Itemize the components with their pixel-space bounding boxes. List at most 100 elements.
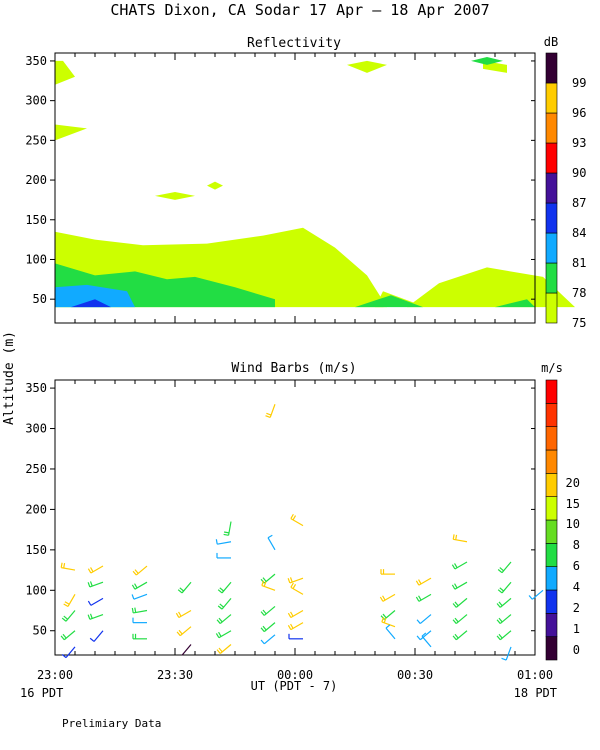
wind-barb — [380, 569, 395, 575]
reflectivity-region-75 — [55, 124, 87, 141]
wind-barb — [60, 562, 76, 571]
wind-colorbar-label: 10 — [566, 517, 580, 531]
wind-xtick-label: 00:30 — [397, 668, 433, 682]
reflectivity-region-78 — [495, 299, 535, 308]
wind-barb — [217, 597, 232, 610]
wind-barb — [416, 614, 432, 625]
wind-colorbar-label: 2 — [573, 601, 580, 615]
wind-colorbar-label: 15 — [566, 497, 580, 511]
wind-colorbar-swatch — [545, 473, 558, 497]
reflectivity-region-78 — [355, 295, 423, 308]
reflectivity-ytick-label: 200 — [25, 173, 47, 187]
wind-barb — [132, 633, 147, 640]
wind-barb — [61, 610, 76, 622]
reflectivity-axes: 50 100 150 200 250 300 350 — [25, 53, 536, 323]
wind-barb — [288, 633, 303, 640]
wind-barb — [223, 521, 232, 536]
wind-barb — [132, 565, 148, 576]
wind-barb — [451, 581, 468, 590]
wind-barb — [260, 573, 276, 584]
reflectivity-ytick-label: 100 — [25, 252, 47, 266]
wind-barb — [181, 644, 192, 656]
reflectivity-colorbar-swatch — [545, 202, 558, 234]
reflectivity-colorbar-swatch — [545, 232, 558, 264]
wind-barb — [287, 577, 304, 584]
reflectivity-ytick-label: 350 — [25, 54, 47, 68]
reflectivity-region-75 — [55, 60, 75, 85]
wind-colorbar-swatch — [545, 379, 558, 404]
wind-barb — [501, 646, 512, 661]
reflectivity-colorbar-label: 75 — [572, 316, 586, 330]
reflectivity-colorbar-swatch — [545, 112, 558, 144]
reflectivity-contours — [55, 57, 575, 308]
wind-barb — [267, 534, 276, 551]
reflectivity-region-84 — [71, 299, 111, 308]
wind-colorbar-swatch — [545, 496, 558, 521]
wind-barbs — [60, 404, 544, 661]
wind-colorbar-label: 6 — [573, 559, 580, 573]
wind-colorbar-label: 20 — [566, 476, 580, 490]
reflectivity-region-75 — [155, 192, 195, 200]
wind-barb — [287, 622, 304, 631]
wind-barb — [87, 581, 104, 588]
reflectivity-ytick-label: 300 — [25, 94, 47, 108]
wind-barb — [496, 597, 512, 608]
wind-colorbar-swatch — [545, 613, 558, 637]
reflectivity-colorbar-label: 81 — [572, 256, 586, 270]
wind-xtick-label: 23:30 — [157, 668, 193, 682]
wind-barb — [451, 561, 468, 570]
wind-colorbar-label: 1 — [573, 622, 580, 636]
reflectivity-colorbar-label: 78 — [572, 286, 586, 300]
wind-colorbar-swatch — [545, 426, 558, 451]
wind-barb — [131, 581, 148, 590]
reflectivity-title: Reflectivity — [247, 36, 341, 51]
wind-colorbar-unit: m/s — [541, 361, 563, 375]
wind-barb — [177, 581, 192, 594]
wind-barb — [260, 634, 276, 645]
wind-barb — [217, 581, 232, 594]
wind-colorbar: 0 1 2 4 6 8 10 15 20 — [545, 379, 580, 661]
wind-xtick-label: 00:00 — [277, 668, 313, 682]
reflectivity-region-75 — [55, 247, 75, 254]
reflectivity-colorbar-label: 87 — [572, 196, 586, 210]
wind-barb — [131, 607, 148, 614]
wind-barb — [380, 610, 396, 620]
wind-barb — [381, 616, 396, 628]
wind-barb — [215, 539, 232, 545]
wind-colorbar-label: 4 — [573, 580, 580, 594]
wind-barb — [496, 630, 512, 641]
wind-barb — [175, 609, 192, 619]
wind-colorbar-swatch — [545, 449, 558, 474]
wind-barb — [260, 622, 276, 633]
reflectivity-region-75 — [347, 60, 387, 73]
wind-colorbar-swatch — [545, 519, 558, 544]
wind-colorbar-label: 8 — [573, 538, 580, 552]
wind-colorbar-swatch — [545, 589, 558, 614]
reflectivity-colorbar: 75 78 81 84 87 90 93 96 99 — [545, 52, 586, 330]
reflectivity-colorbar-swatch — [545, 262, 558, 294]
wind-barb — [452, 597, 468, 608]
y-axis-label: Altitude (m) — [2, 331, 17, 425]
reflectivity-ytick-label: 50 — [33, 292, 47, 306]
wind-colorbar-swatch — [545, 403, 558, 427]
reflectivity-region-75 — [407, 267, 575, 308]
reflectivity-colorbar-swatch — [545, 172, 558, 204]
wind-barb — [415, 593, 432, 602]
wind-barb — [385, 624, 396, 640]
wind-barb — [60, 630, 76, 641]
reflectivity-region-78 — [471, 57, 503, 65]
wind-ytick-label: 50 — [33, 624, 47, 638]
reflectivity-colorbar-label: 96 — [572, 106, 586, 120]
wind-barb — [379, 593, 396, 602]
x-axis-label: UT (PDT - 7) — [251, 679, 338, 693]
wind-barb — [215, 630, 232, 639]
reflectivity-region-75 — [207, 181, 223, 190]
wind-barb — [87, 597, 104, 606]
wind-colorbar-swatch — [545, 636, 558, 661]
reflectivity-colorbar-swatch — [545, 142, 558, 174]
wind-barb — [176, 626, 192, 637]
wind-ytick-label: 150 — [25, 543, 47, 557]
wind-barb — [61, 646, 76, 659]
